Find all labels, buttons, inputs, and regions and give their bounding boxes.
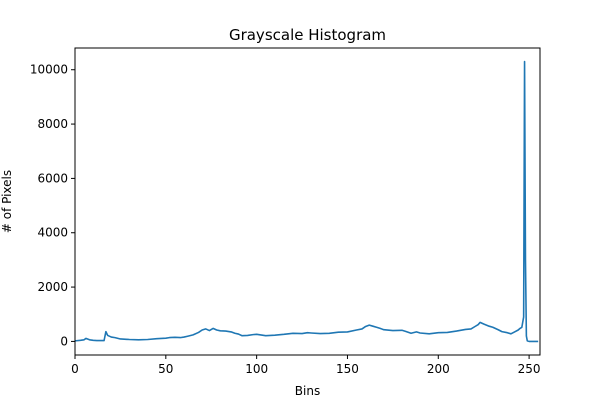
plot-area-frame [74,47,541,356]
x-tick-label: 100 [245,362,268,376]
x-tick-label: 150 [336,362,359,376]
y-axis-ticks: 0 2000 4000 6000 8000 10000 [30,63,75,348]
x-tick-label: 200 [427,362,450,376]
x-tick-label: 0 [71,362,79,376]
y-tick-label: 4000 [37,226,68,240]
y-tick-label: 6000 [37,171,68,185]
chart-title: Grayscale Histogram [229,26,386,44]
x-tick-label: 250 [518,362,541,376]
histogram-line [75,60,539,343]
x-axis-label: Bins [295,384,320,398]
y-tick-label: 0 [60,334,68,348]
x-tick-label: 50 [158,362,173,376]
y-tick-label: 2000 [37,280,68,294]
y-axis-label: # of Pixels [0,170,14,233]
y-tick-label: 10000 [30,63,68,77]
x-axis-ticks: 0 50 100 150 200 250 [71,355,541,376]
y-tick-label: 8000 [37,117,68,131]
